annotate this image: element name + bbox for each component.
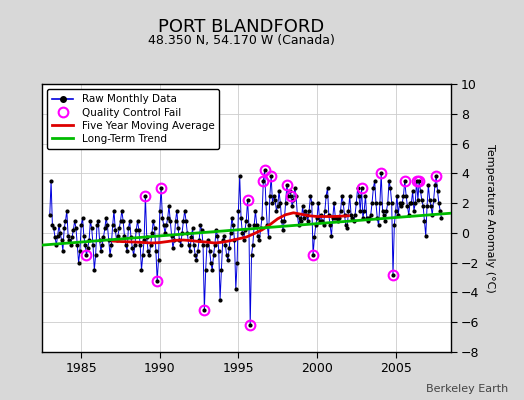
Legend: Raw Monthly Data, Quality Control Fail, Five Year Moving Average, Long-Term Tren: Raw Monthly Data, Quality Control Fail, …: [47, 89, 220, 149]
Y-axis label: Temperature Anomaly (°C): Temperature Anomaly (°C): [485, 144, 495, 292]
Text: Berkeley Earth: Berkeley Earth: [426, 384, 508, 394]
Text: 48.350 N, 54.170 W (Canada): 48.350 N, 54.170 W (Canada): [148, 34, 334, 47]
Text: PORT BLANDFORD: PORT BLANDFORD: [158, 18, 324, 36]
